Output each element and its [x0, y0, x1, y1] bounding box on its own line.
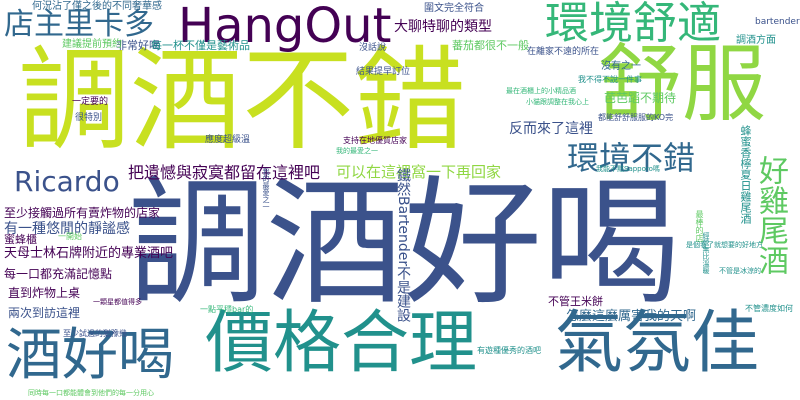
word: 調酒好喝 — [128, 163, 681, 324]
word: 天母士林石牌附近的專業酒吧 — [4, 246, 174, 261]
word: 一定要的 — [72, 97, 109, 107]
word: 一開始 — [58, 232, 82, 241]
word: 是個看了就想要的好地方 — [686, 241, 763, 249]
word: 有一種悠閒的靜謐感 — [4, 221, 130, 237]
word: 芭芭蹈不期待 — [604, 91, 677, 105]
word: 鐵然Bartender不是建設 — [395, 168, 411, 323]
word: 價格合理 — [205, 304, 478, 383]
word: 最在酒櫃上的小精品酒 — [506, 87, 576, 95]
word: 經營無比溫暖 — [702, 232, 710, 274]
word: 不管王米餅 — [548, 295, 603, 308]
word: 好雞尾酒 — [753, 155, 788, 275]
word: 我的最愛之一 — [262, 168, 270, 210]
word: 一顆星都值得多 — [93, 298, 142, 306]
word: 我能不點Sapporo嗎 — [596, 165, 660, 173]
word: 支持在地優質店家 — [343, 136, 407, 145]
word: 可以在這裡窩一下再回家 — [336, 163, 502, 181]
word: 何況沾了僅之後的不同奢華感 — [32, 1, 162, 12]
word: 舒服 — [598, 35, 767, 133]
word: 每一口都充滿記憶點 — [4, 267, 113, 281]
word: 怎麼這麼厲害我的天啊 — [566, 309, 697, 324]
word: 很特別 — [75, 113, 103, 123]
word: 環境不錯 — [567, 139, 696, 177]
word: 沒有之一 — [601, 61, 641, 72]
word: 調酒不錯 — [18, 36, 466, 166]
word: 最棒的店 — [695, 210, 704, 242]
word: 環境舒適 — [545, 0, 721, 49]
word: 氣氛佳 — [555, 304, 760, 383]
word: 一點平穩bar的 — [200, 305, 254, 314]
word: 直到炸物上桌 — [8, 286, 81, 300]
word: 同時每一口都能體會到他們的每一分用心 — [28, 389, 154, 397]
word: 都能舒舒服服的KO完 — [598, 113, 674, 122]
word: 酒好喝 — [6, 323, 174, 388]
word: 蕃茄都很不一般 — [452, 39, 529, 52]
word: 我的最愛之一 — [336, 147, 378, 155]
word: bartender — [755, 17, 800, 27]
word: 有遊種優秀的酒吧 — [477, 346, 541, 355]
word: 大聊特聊的類型 — [394, 19, 492, 35]
word: 不管濃度如何 — [745, 304, 793, 313]
word: 應度超級溫 — [205, 135, 251, 145]
word: HangOut — [178, 0, 392, 54]
word: 小貓跟調整在我心上 — [526, 98, 589, 106]
word: 不管是冰涼的 — [719, 267, 761, 275]
word: 至少接觸過所有賣炸物的店家 — [4, 206, 161, 220]
word: 兩次到訪這裡 — [8, 306, 81, 320]
word: 蜂蜜香檸夏日雞尾酒 — [739, 125, 752, 224]
word: 蜜蜂櫃 — [4, 233, 37, 246]
word: 圍文完全符合 — [424, 3, 484, 14]
word: 把遺憾與寂寞都留在這裡吧 — [128, 163, 321, 182]
word: Ricardo — [14, 165, 120, 198]
word: 每一杯不僅是藝術品 — [151, 39, 250, 52]
word: 調酒方面 — [736, 35, 776, 46]
word: 至少試過的猶豫幾 — [63, 329, 127, 338]
word: 結果提早訂位 — [356, 67, 411, 77]
word: 建議提前預約 — [62, 39, 122, 50]
word: 反而來了這裡 — [509, 121, 593, 137]
word: 非常好喝 — [116, 39, 160, 52]
word: 店主里卡多 — [4, 7, 154, 42]
word: 沒話說 — [359, 43, 387, 53]
word: 在離家不遠的所在 — [527, 47, 600, 57]
word: 我不得不說一件事 — [578, 75, 642, 84]
